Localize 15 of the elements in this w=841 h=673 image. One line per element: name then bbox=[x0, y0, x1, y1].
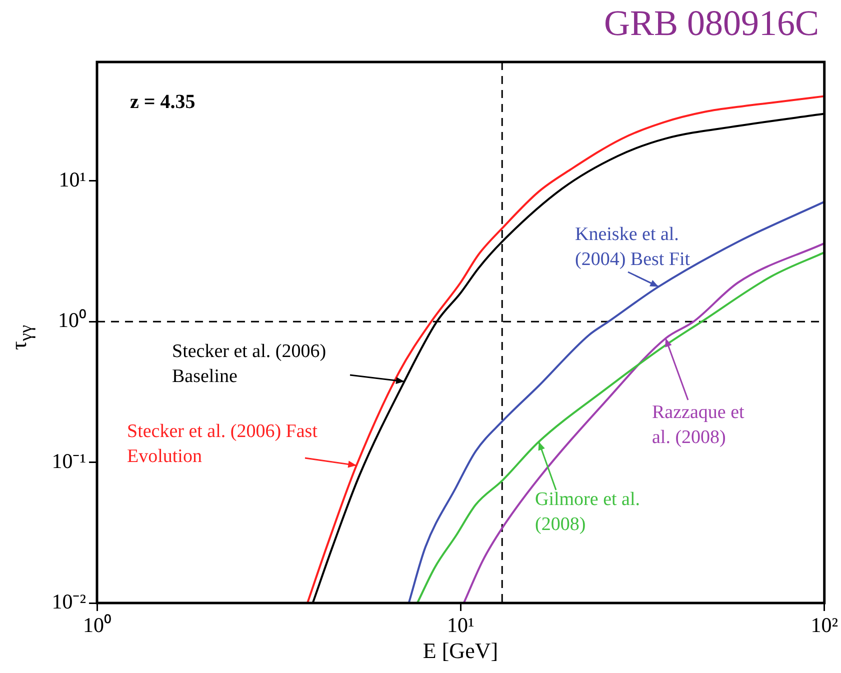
series-label: Kneiske et al. (2004) Best Fit bbox=[575, 224, 691, 270]
x-tick-label: 10⁰ bbox=[83, 613, 111, 638]
y-tick-label: 10⁰ bbox=[58, 308, 86, 332]
y-tick-label: 10⁻² bbox=[52, 590, 86, 614]
series-label: Razzaque et al. (2008) bbox=[652, 402, 746, 448]
annotation: z = 4.35 bbox=[130, 91, 196, 113]
chart-title: GRB 080916C bbox=[604, 2, 819, 44]
y-tick-label: 10⁻¹ bbox=[52, 448, 86, 473]
text: Stecker et al. (2006) Baseline bbox=[172, 341, 326, 387]
series-label: Gilmore et al. (2008) bbox=[535, 489, 640, 535]
x-tick-label: 10² bbox=[810, 613, 838, 638]
series-label: Stecker et al. (2006) Fast Evolution bbox=[127, 421, 318, 467]
y-tick-label: 10¹ bbox=[58, 167, 86, 192]
x-axis-title: E [GeV] bbox=[422, 638, 500, 664]
x-tick-label: 10¹ bbox=[447, 613, 474, 638]
